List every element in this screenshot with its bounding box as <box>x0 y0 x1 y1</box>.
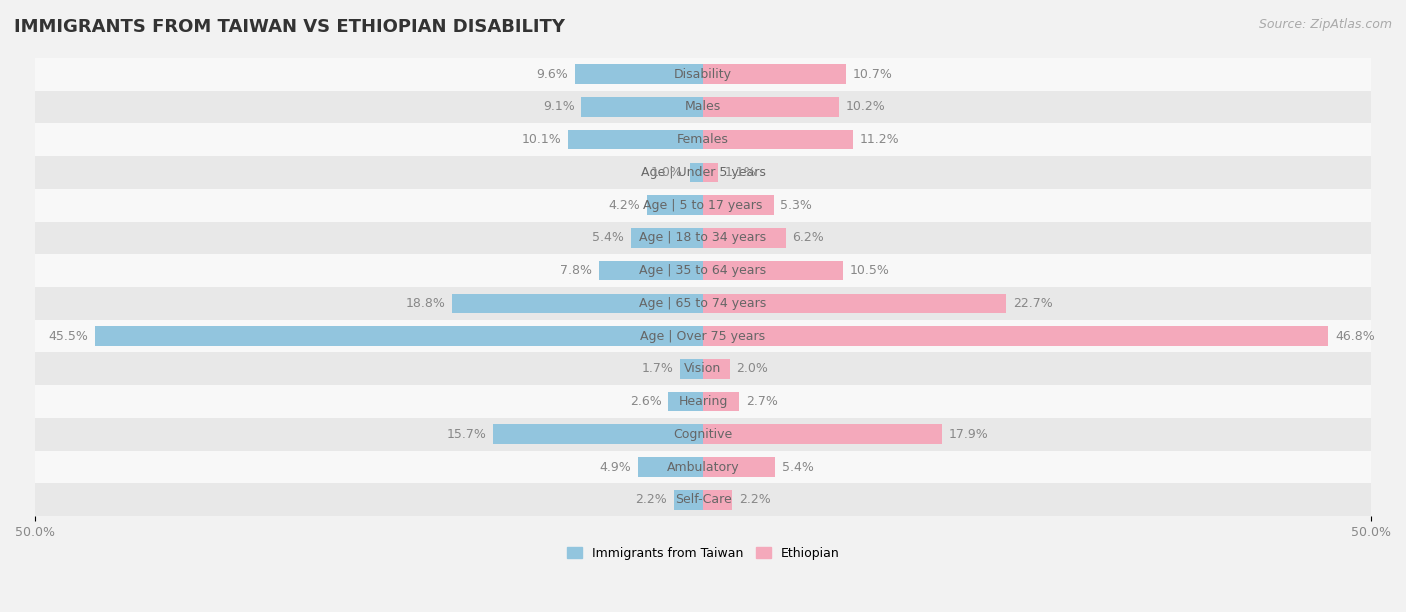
Bar <box>703 228 786 248</box>
Text: 10.5%: 10.5% <box>851 264 890 277</box>
Text: Age | 5 to 17 years: Age | 5 to 17 years <box>644 199 762 212</box>
Bar <box>668 392 703 411</box>
Text: Age | Under 5 years: Age | Under 5 years <box>641 166 765 179</box>
Text: 1.0%: 1.0% <box>651 166 683 179</box>
Text: 17.9%: 17.9% <box>949 428 988 441</box>
Bar <box>631 228 703 248</box>
Text: 1.1%: 1.1% <box>724 166 756 179</box>
Bar <box>35 418 1371 450</box>
Text: 15.7%: 15.7% <box>447 428 486 441</box>
Bar <box>681 359 703 379</box>
Bar <box>703 294 1007 313</box>
Text: 9.1%: 9.1% <box>543 100 575 113</box>
Text: 5.3%: 5.3% <box>780 199 813 212</box>
Text: Age | 65 to 74 years: Age | 65 to 74 years <box>640 297 766 310</box>
Bar <box>35 319 1371 353</box>
Text: Disability: Disability <box>673 68 733 81</box>
Bar <box>35 254 1371 287</box>
Bar <box>703 97 839 117</box>
Bar <box>599 261 703 280</box>
Text: Age | 18 to 34 years: Age | 18 to 34 years <box>640 231 766 244</box>
Bar <box>703 359 730 379</box>
Bar <box>689 163 703 182</box>
Text: Vision: Vision <box>685 362 721 375</box>
Text: Hearing: Hearing <box>678 395 728 408</box>
Bar <box>568 130 703 149</box>
Text: Source: ZipAtlas.com: Source: ZipAtlas.com <box>1258 18 1392 31</box>
Text: Cognitive: Cognitive <box>673 428 733 441</box>
Bar <box>703 130 852 149</box>
Text: 5.4%: 5.4% <box>782 460 814 474</box>
Text: 1.7%: 1.7% <box>641 362 673 375</box>
Bar <box>703 326 1329 346</box>
Bar <box>35 123 1371 156</box>
Text: Age | Over 75 years: Age | Over 75 years <box>641 330 765 343</box>
Bar <box>703 425 942 444</box>
Text: 18.8%: 18.8% <box>405 297 446 310</box>
Bar <box>673 490 703 510</box>
Text: Males: Males <box>685 100 721 113</box>
Text: 2.7%: 2.7% <box>745 395 778 408</box>
Bar <box>494 425 703 444</box>
Text: 10.2%: 10.2% <box>846 100 886 113</box>
Bar <box>35 353 1371 385</box>
Bar <box>35 58 1371 91</box>
Text: Females: Females <box>678 133 728 146</box>
Bar <box>35 450 1371 483</box>
Bar <box>703 195 773 215</box>
Bar <box>35 222 1371 254</box>
Text: 10.1%: 10.1% <box>522 133 561 146</box>
Bar <box>35 483 1371 516</box>
Bar <box>703 261 844 280</box>
Bar <box>96 326 703 346</box>
Text: 2.6%: 2.6% <box>630 395 662 408</box>
Text: 11.2%: 11.2% <box>859 133 898 146</box>
Bar <box>35 91 1371 123</box>
Bar <box>582 97 703 117</box>
Bar <box>703 457 775 477</box>
Text: 7.8%: 7.8% <box>560 264 592 277</box>
Bar <box>575 64 703 84</box>
Bar <box>451 294 703 313</box>
Bar <box>35 287 1371 319</box>
Bar <box>703 392 740 411</box>
Text: Self-Care: Self-Care <box>675 493 731 506</box>
Bar <box>35 156 1371 188</box>
Text: 10.7%: 10.7% <box>852 68 893 81</box>
Bar <box>35 188 1371 222</box>
Text: 5.4%: 5.4% <box>592 231 624 244</box>
Text: 9.6%: 9.6% <box>536 68 568 81</box>
Text: 2.2%: 2.2% <box>636 493 666 506</box>
Bar <box>703 490 733 510</box>
Text: 46.8%: 46.8% <box>1334 330 1375 343</box>
Text: Ambulatory: Ambulatory <box>666 460 740 474</box>
Text: 2.0%: 2.0% <box>737 362 768 375</box>
Bar <box>647 195 703 215</box>
Bar <box>703 64 846 84</box>
Bar <box>637 457 703 477</box>
Bar <box>703 163 717 182</box>
Text: Age | 35 to 64 years: Age | 35 to 64 years <box>640 264 766 277</box>
Legend: Immigrants from Taiwan, Ethiopian: Immigrants from Taiwan, Ethiopian <box>561 542 845 565</box>
Bar <box>35 385 1371 418</box>
Text: 22.7%: 22.7% <box>1012 297 1053 310</box>
Text: 4.2%: 4.2% <box>609 199 640 212</box>
Text: 4.9%: 4.9% <box>599 460 631 474</box>
Text: 45.5%: 45.5% <box>49 330 89 343</box>
Text: 6.2%: 6.2% <box>793 231 824 244</box>
Text: IMMIGRANTS FROM TAIWAN VS ETHIOPIAN DISABILITY: IMMIGRANTS FROM TAIWAN VS ETHIOPIAN DISA… <box>14 18 565 36</box>
Text: 2.2%: 2.2% <box>740 493 770 506</box>
